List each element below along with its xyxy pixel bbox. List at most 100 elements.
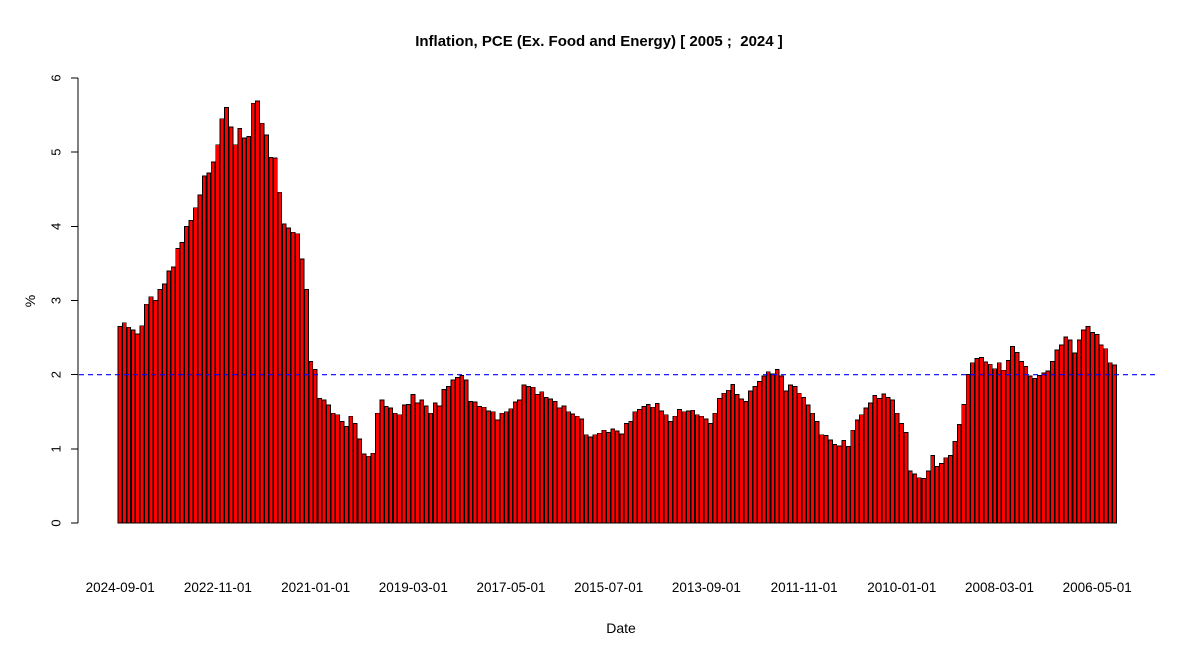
chart-bar	[406, 403, 411, 524]
chart-bar	[734, 394, 740, 524]
chart-bar	[237, 127, 243, 524]
chart-bar	[1001, 369, 1007, 524]
chart-bar	[543, 397, 549, 524]
chart-bar	[725, 389, 731, 524]
y-tick-label: 0	[49, 519, 64, 526]
chart-bar	[463, 379, 469, 524]
chart-bar	[681, 411, 687, 524]
chart-bar	[255, 100, 260, 524]
y-tick-label: 3	[49, 297, 64, 304]
chart-bar	[574, 415, 580, 524]
chart-bar	[477, 406, 482, 524]
chart-bar	[854, 419, 860, 524]
chart-bar	[1041, 372, 1046, 524]
chart-bar	[1010, 346, 1015, 524]
chart-bar	[699, 415, 705, 524]
chart-bar	[397, 414, 403, 524]
chart-bar	[295, 233, 300, 524]
y-tick-label: 5	[49, 149, 64, 156]
chart-bar	[201, 175, 207, 524]
y-tick-label: 2	[49, 371, 64, 378]
chart-bar	[197, 194, 203, 524]
chart-bar	[503, 411, 509, 524]
chart-bar	[916, 477, 922, 524]
chart-bar	[1032, 377, 1038, 524]
chart-bar	[841, 440, 847, 524]
chart-bar	[175, 248, 180, 524]
chart-bar	[1019, 360, 1024, 524]
chart-bar	[344, 426, 349, 524]
chart-bar	[646, 403, 651, 524]
x-tick-label: 2006-05-01	[1063, 580, 1132, 595]
chart-bar	[823, 435, 829, 524]
chart-bar	[1005, 360, 1011, 524]
chart-bar	[450, 379, 456, 524]
chart-bar	[326, 404, 331, 524]
chart-bar	[432, 402, 438, 524]
chart-bar	[956, 423, 962, 524]
chart-bar	[241, 137, 247, 524]
x-tick-label: 2022-11-01	[184, 580, 252, 595]
chart-bar	[299, 258, 305, 524]
y-tick-labels: 0 1 2 3 4 5 6	[49, 74, 64, 526]
chart-bar	[512, 401, 518, 524]
chart-bar	[259, 122, 265, 524]
chart-bar	[366, 455, 371, 524]
chart-bar	[446, 386, 451, 524]
chart-bar	[619, 433, 625, 524]
chart-bar	[170, 266, 176, 524]
chart-bar	[1023, 366, 1029, 524]
x-tick-label: 2017-05-01	[476, 580, 545, 595]
chart-bar	[179, 242, 185, 524]
chart-bar	[1081, 329, 1086, 524]
chart-bar	[668, 420, 673, 524]
chart-bar	[739, 398, 744, 524]
chart-bar	[863, 407, 869, 524]
chart-bar	[694, 414, 700, 524]
chart-bar	[561, 405, 567, 524]
chart-bar	[126, 326, 132, 524]
chart-bar	[352, 423, 358, 524]
chart-bar	[943, 457, 949, 524]
chart-bar	[908, 470, 913, 524]
chart-bar	[144, 303, 149, 524]
chart-bar	[872, 394, 878, 524]
chart-bar	[535, 394, 540, 524]
chart-bar	[659, 410, 665, 524]
chart-bar	[677, 409, 682, 524]
chart-bar	[1050, 360, 1055, 524]
chart-bar	[805, 404, 811, 524]
chart-bar	[743, 400, 749, 524]
chart-bar	[992, 368, 998, 524]
chart-bar	[335, 414, 340, 524]
chart-bar	[219, 118, 225, 524]
chart-bar	[876, 397, 882, 524]
chart-bar	[614, 430, 620, 524]
chart-bar	[885, 397, 891, 524]
chart-bar	[264, 134, 269, 524]
chart-bar	[1103, 348, 1109, 524]
chart-bar	[361, 453, 367, 524]
x-tick-label: 2008-03-01	[965, 580, 1034, 595]
chart-bar	[588, 436, 593, 524]
chart-bar	[721, 392, 727, 524]
chart-bar	[392, 412, 398, 524]
chart-bar	[459, 374, 465, 524]
x-tick-label: 2015-07-01	[574, 580, 643, 595]
x-tick-labels: 2024-09-01 2022-11-01 2021-01-01 2019-03-01…	[86, 580, 1132, 595]
chart-bar	[783, 390, 789, 524]
chart-bar	[890, 399, 895, 524]
chart-bar	[1076, 339, 1082, 524]
chart-bar	[468, 400, 474, 524]
x-tick-label: 2024-09-01	[86, 580, 155, 595]
chart-bar	[1067, 339, 1073, 524]
chart-bar	[712, 412, 718, 524]
x-tick-label: 2011-11-01	[771, 580, 838, 595]
chart-bar	[1107, 362, 1113, 524]
chart-bar	[606, 432, 611, 524]
chart-bar	[912, 473, 918, 524]
chart-bar	[272, 157, 278, 524]
chart-bar	[233, 144, 238, 524]
